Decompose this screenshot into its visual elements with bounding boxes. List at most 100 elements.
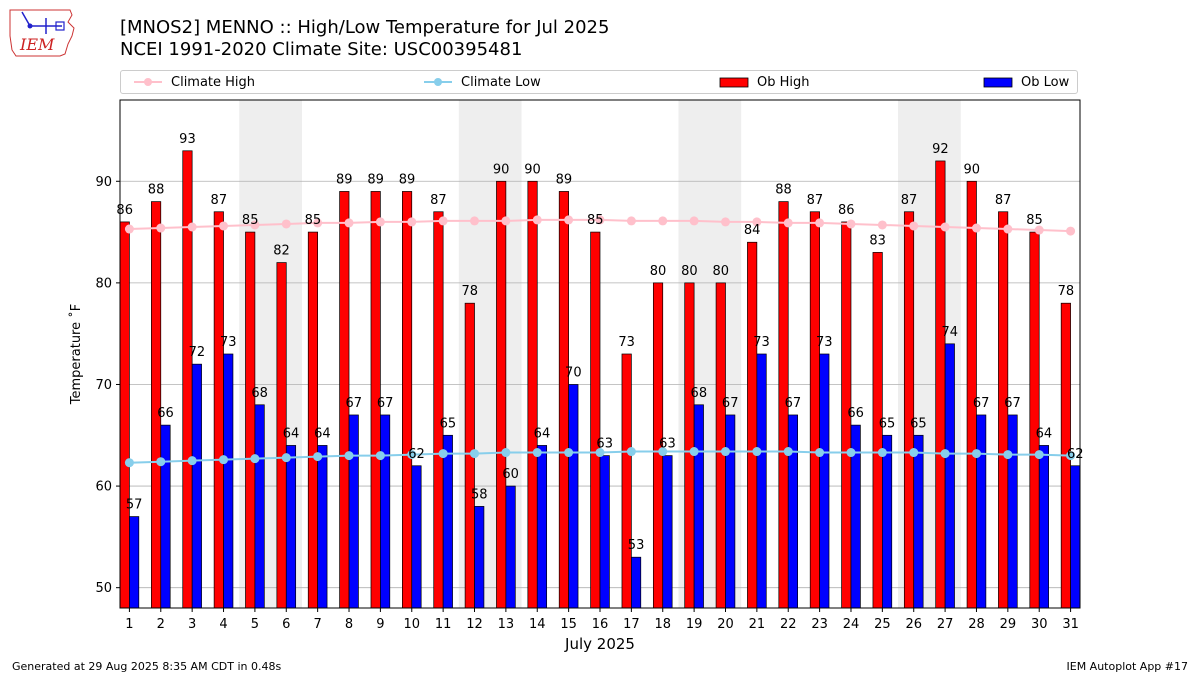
chart-subtitle: NCEI 1991-2020 Climate Site: USC00395481 (120, 39, 523, 60)
label-ob-low-6: 64 (283, 426, 300, 441)
label-ob-high-16: 85 (587, 213, 604, 228)
x-tick-label-3: 3 (188, 617, 196, 632)
point-climate-low-1 (124, 458, 134, 468)
label-ob-high-22: 88 (775, 183, 792, 198)
label-ob-high-23: 87 (807, 193, 824, 208)
point-climate-high-28 (971, 223, 981, 233)
legend-item-ob-low: Ob Low (983, 71, 1069, 93)
bar-ob-low-4 (223, 353, 234, 609)
bar-ob-low-13 (505, 485, 516, 609)
footer-app: IEM Autoplot App #17 (1066, 660, 1189, 673)
point-climate-low-21 (752, 447, 762, 457)
x-tick-label-24: 24 (843, 617, 860, 632)
point-climate-low-17 (626, 447, 636, 457)
label-ob-low-20: 67 (722, 396, 739, 411)
y-tick-label-80: 80 (95, 276, 112, 291)
x-tick-label-2: 2 (157, 617, 165, 632)
point-climate-low-18 (658, 447, 668, 457)
label-ob-low-23: 73 (816, 335, 833, 350)
climate-high-swatch (134, 78, 162, 86)
point-climate-low-11 (438, 449, 448, 459)
legend: Climate High Climate Low Ob High Ob Low (120, 70, 1078, 94)
point-climate-low-3 (187, 456, 197, 466)
label-ob-low-4: 73 (220, 335, 237, 350)
label-ob-high-27: 92 (932, 142, 949, 157)
y-tick-label-90: 90 (95, 175, 112, 190)
bar-ob-low-15 (568, 384, 579, 609)
label-ob-low-14: 64 (534, 426, 551, 441)
label-ob-high-21: 84 (744, 223, 761, 238)
label-ob-high-6: 82 (273, 244, 290, 259)
legend-label-climate-high: Climate High (171, 74, 256, 90)
label-ob-low-3: 72 (189, 345, 206, 360)
point-climate-low-13 (501, 448, 511, 458)
x-tick-label-1: 1 (125, 617, 133, 632)
label-ob-low-5: 68 (251, 386, 268, 401)
label-ob-high-24: 86 (838, 203, 855, 218)
label-ob-low-30: 64 (1036, 426, 1053, 441)
bar-ob-low-7 (317, 445, 328, 609)
bar-ob-high-7 (307, 231, 318, 609)
point-climate-high-3 (187, 222, 197, 232)
point-climate-high-23 (815, 218, 825, 228)
y-axis-label: Temperature ˚F (68, 304, 84, 405)
x-tick-label-30: 30 (1031, 617, 1048, 632)
label-ob-high-7: 85 (305, 213, 322, 228)
x-tick-label-4: 4 (219, 617, 227, 632)
label-ob-high-30: 85 (1026, 213, 1043, 228)
climate-low-swatch (424, 78, 452, 86)
point-climate-high-19 (689, 216, 699, 226)
x-tick-label-20: 20 (717, 617, 734, 632)
label-ob-low-9: 67 (377, 396, 394, 411)
point-climate-high-10 (407, 217, 417, 227)
point-climate-low-29 (1003, 450, 1013, 460)
label-ob-high-14: 90 (524, 162, 541, 177)
point-climate-low-6 (281, 453, 291, 463)
point-climate-low-27 (940, 449, 950, 459)
label-ob-low-29: 67 (1004, 396, 1021, 411)
point-climate-low-24 (846, 448, 856, 458)
footer-generated: Generated at 29 Aug 2025 8:35 AM CDT in … (12, 660, 282, 673)
point-climate-low-31 (1066, 451, 1076, 461)
bar-ob-low-8 (348, 414, 359, 609)
point-climate-high-14 (532, 215, 542, 225)
y-tick-label-70: 70 (95, 378, 112, 393)
point-climate-low-16 (595, 448, 605, 458)
x-axis-label: July 2025 (564, 635, 635, 653)
point-climate-high-30 (1034, 225, 1044, 235)
ob-high-swatch (719, 77, 749, 88)
label-ob-low-17: 53 (628, 538, 645, 553)
label-ob-low-25: 65 (879, 416, 896, 431)
bar-ob-high-4 (213, 211, 224, 609)
point-climate-low-26 (909, 448, 919, 458)
bar-ob-low-2 (160, 424, 171, 609)
bar-ob-high-14 (527, 180, 538, 609)
label-ob-low-15: 70 (565, 365, 582, 380)
label-ob-high-11: 87 (430, 193, 447, 208)
bar-ob-low-23 (819, 353, 830, 609)
point-climate-high-18 (658, 216, 668, 226)
point-climate-high-13 (501, 216, 511, 226)
point-climate-high-9 (375, 217, 385, 227)
point-climate-low-30 (1034, 450, 1044, 460)
x-tick-label-25: 25 (874, 617, 891, 632)
label-ob-high-20: 80 (713, 264, 730, 279)
bar-ob-low-14 (536, 445, 548, 609)
label-ob-high-15: 89 (556, 172, 573, 187)
bar-ob-low-3 (191, 363, 202, 609)
point-climate-high-12 (470, 216, 480, 226)
point-climate-high-22 (783, 218, 793, 228)
label-ob-low-24: 66 (847, 406, 864, 421)
bar-ob-low-26 (913, 434, 924, 609)
bar-ob-low-10 (411, 465, 422, 609)
point-climate-high-11 (438, 216, 448, 226)
label-ob-low-7: 64 (314, 426, 331, 441)
bar-ob-high-15 (558, 191, 569, 609)
legend-item-climate-high: Climate High (133, 71, 255, 93)
x-tick-label-31: 31 (1062, 617, 1079, 632)
bar-ob-low-17 (631, 556, 642, 609)
bar-ob-low-1 (129, 516, 140, 609)
x-tick-label-6: 6 (282, 617, 290, 632)
y-tick-label-60: 60 (95, 480, 112, 495)
label-ob-low-13: 60 (502, 467, 519, 482)
